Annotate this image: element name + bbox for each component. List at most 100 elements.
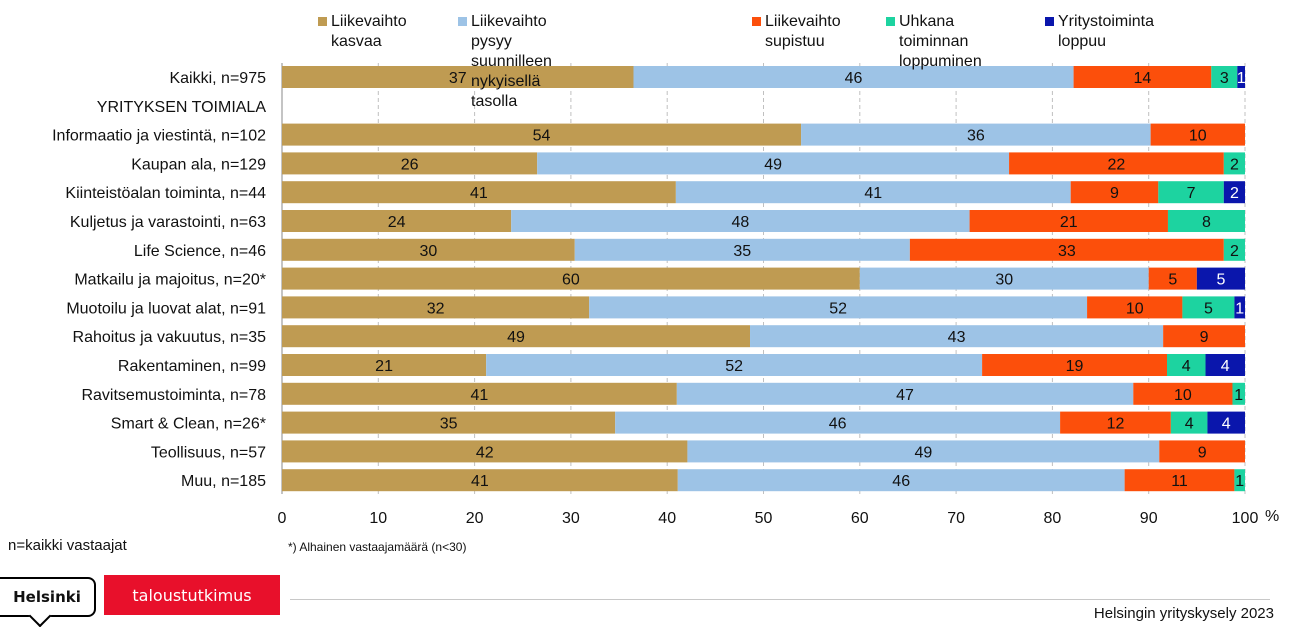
bar-segment — [1182, 296, 1235, 319]
data-label: 60 — [562, 272, 580, 289]
bar-segment — [1234, 469, 1245, 492]
data-label: 54 — [533, 128, 551, 145]
data-label: 11 — [1171, 473, 1188, 490]
data-label: 48 — [731, 214, 749, 231]
bar-segment — [282, 469, 678, 492]
x-tick-label: 10 — [369, 510, 387, 527]
data-label: 9 — [1200, 329, 1209, 346]
bar-segment — [1148, 267, 1197, 290]
bar-segment — [801, 123, 1151, 146]
x-tick-label: 60 — [851, 510, 869, 527]
bar-segment — [1223, 181, 1245, 204]
bar-segment — [282, 325, 751, 348]
category-label: Rakentaminen, n=99 — [118, 358, 266, 375]
bar-segment — [1170, 411, 1208, 434]
data-label: 21 — [1060, 214, 1078, 231]
bar-segment — [486, 354, 983, 376]
bar-segment — [574, 238, 910, 261]
bar-segment — [1223, 152, 1245, 175]
legend-item: Liikevaihto pysyy suunnilleen nykyisellä… — [458, 12, 552, 112]
bar-segment — [1159, 440, 1245, 463]
bar-segment — [750, 325, 1164, 348]
legend-swatch — [458, 17, 467, 26]
footer-divider — [290, 599, 1270, 600]
bar-segment — [1232, 382, 1245, 405]
bar-segment — [633, 66, 1074, 88]
data-label: 26 — [401, 156, 419, 173]
stacked-bar-chart: Kaikki, n=975 YRITYKSEN TOIMIALA Informaat… — [52, 63, 1279, 527]
legend-swatch — [1045, 17, 1054, 26]
bar-segment — [1211, 66, 1238, 88]
bar-segment — [1158, 181, 1224, 204]
data-label: 49 — [507, 329, 525, 346]
data-label: 9 — [1198, 444, 1207, 461]
data-label: 41 — [471, 473, 489, 490]
category-label: Informaatio ja viestintä, n=102 — [52, 128, 266, 145]
data-label: 30 — [995, 272, 1013, 289]
category-label: Matkailu ja majoitus, n=20* — [74, 272, 266, 289]
data-label: 4 — [1222, 416, 1231, 433]
category-label: Kaikki, n=975 — [169, 70, 266, 87]
x-unit-label: % — [1265, 508, 1279, 525]
data-label: 36 — [967, 128, 985, 145]
bar-segment — [615, 411, 1061, 434]
bar-segment — [282, 210, 512, 232]
data-label: 19 — [1066, 358, 1084, 375]
bar-segment — [537, 152, 1010, 175]
bar-segment — [282, 296, 590, 319]
data-label: 2 — [1230, 243, 1239, 260]
bar-segment — [1163, 325, 1245, 348]
data-label: 49 — [764, 156, 782, 173]
data-label: 41 — [470, 185, 488, 202]
x-tick-label: 30 — [562, 510, 580, 527]
bar-segment — [982, 354, 1167, 376]
bar-segment — [1166, 354, 1206, 376]
bar-segment — [677, 469, 1125, 492]
legend-item: Liikevaihto supistuu — [752, 12, 841, 52]
data-label: 5 — [1216, 272, 1225, 289]
bar-segment — [282, 354, 487, 376]
data-label: 41 — [471, 387, 489, 404]
bar-segment — [282, 181, 676, 204]
legend-label: Yritystoiminta loppuu — [1058, 13, 1155, 50]
bar-segment — [1196, 267, 1245, 290]
legend-label: Liikevaihto pysyy suunnilleen nykyisellä… — [471, 13, 552, 110]
data-label: 52 — [829, 300, 847, 317]
bar-segment — [1060, 411, 1171, 434]
bar-segment — [1207, 411, 1245, 434]
data-label: 22 — [1108, 156, 1126, 173]
data-label: 10 — [1174, 387, 1192, 404]
legend-label: Uhkana toiminnan loppuminen — [899, 13, 982, 70]
data-label: 33 — [1058, 243, 1076, 260]
bar-segment — [282, 123, 802, 146]
bar-segment — [1237, 66, 1245, 88]
data-label: 3 — [1220, 70, 1229, 87]
bar-segment — [282, 411, 616, 434]
data-label: 1 — [1235, 300, 1244, 317]
x-tick-label: 80 — [1044, 510, 1062, 527]
data-label: 35 — [440, 416, 458, 433]
bar-segment — [1070, 181, 1159, 204]
bar-segment — [909, 238, 1224, 261]
helsinki-logo: Helsinki — [0, 577, 96, 617]
bar-segment — [1073, 66, 1212, 88]
data-label: 8 — [1202, 214, 1211, 231]
x-tick-label: 40 — [658, 510, 676, 527]
category-label: YRITYKSEN TOIMIALA — [97, 99, 267, 116]
bar-segment — [676, 382, 1134, 405]
bar-segment — [859, 267, 1149, 290]
bar-segment — [282, 152, 538, 175]
data-label: 4 — [1221, 358, 1230, 375]
data-label: 35 — [733, 243, 751, 260]
bar-segment — [282, 66, 634, 88]
data-label: 1 — [1235, 473, 1244, 490]
data-label: 2 — [1230, 156, 1239, 173]
data-label: 1 — [1234, 387, 1243, 404]
category-label: Muu, n=185 — [181, 473, 266, 490]
data-label: 30 — [419, 243, 437, 260]
legend-item: Uhkana toiminnan loppuminen — [886, 12, 982, 72]
data-label: 1 — [1237, 70, 1246, 87]
bar-segment — [282, 382, 677, 405]
category-label: Life Science, n=46 — [134, 243, 266, 260]
data-label: 5 — [1204, 300, 1213, 317]
